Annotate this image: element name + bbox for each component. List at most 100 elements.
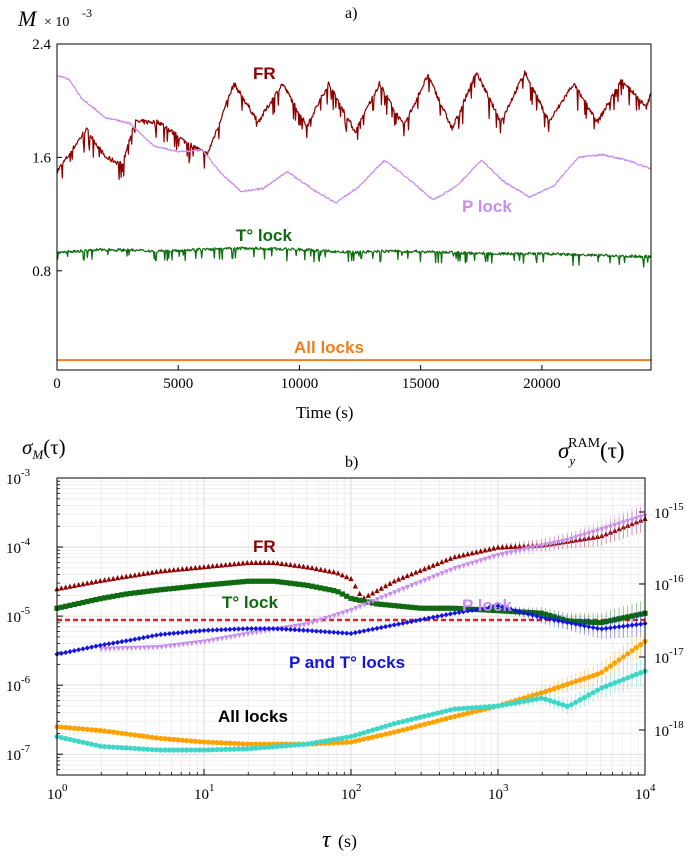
marker-fr: [408, 571, 415, 577]
marker-all-locks: [248, 741, 255, 747]
marker-fr: [214, 562, 220, 569]
marker-fr: [80, 581, 86, 587]
marker-all-locks-ram: [300, 741, 307, 747]
marker-t-lock: [486, 607, 492, 613]
marker-all-locks: [408, 725, 415, 731]
marker-p-lock: [184, 641, 191, 647]
marker-all-locks-ram: [114, 744, 121, 750]
y-axis-label-exponent: -3: [82, 6, 92, 20]
marker-all-locks-ram: [538, 695, 544, 701]
marker-p-lock: [172, 643, 178, 649]
marker-t-lock: [322, 586, 328, 592]
marker-p-and-t-locks: [413, 618, 419, 624]
marker-all-locks-ram: [581, 694, 588, 701]
marker-t-lock: [331, 587, 337, 594]
marker-fr: [76, 581, 82, 588]
panel-a-label: a): [345, 5, 357, 22]
marker-p-lock: [245, 631, 251, 637]
marker-p-and-t-locks: [270, 625, 276, 632]
marker-p-lock: [487, 555, 493, 561]
marker-t-lock: [491, 607, 497, 614]
marker-fr: [88, 579, 95, 585]
marker-all-locks: [80, 726, 86, 732]
y-tick-label: 1.6: [32, 150, 51, 166]
marker-p-lock: [98, 646, 104, 652]
marker-all-locks-ram: [123, 745, 129, 751]
marker-p-lock: [353, 606, 359, 612]
marker-all-locks: [71, 725, 77, 731]
marker-p-and-t-locks: [283, 626, 289, 632]
marker-p-lock: [430, 574, 437, 580]
marker-all-locks: [119, 730, 125, 736]
marker-all-locks: [63, 724, 69, 731]
x-axis-label: Time (s): [296, 403, 353, 422]
marker-p-lock: [538, 543, 545, 549]
marker-p-lock: [120, 646, 126, 652]
marker-all-locks-ram: [434, 710, 441, 716]
marker-all-locks-ram: [599, 685, 605, 691]
marker-p-lock: [370, 598, 376, 605]
marker-all-locks-ram: [603, 683, 609, 689]
marker-all-locks-ram: [413, 715, 419, 721]
marker-t-lock: [201, 582, 207, 588]
marker-fr: [395, 576, 402, 582]
marker-p-lock: [435, 572, 441, 579]
marker-all-locks: [361, 736, 367, 742]
marker-t-lock: [205, 582, 211, 588]
marker-t-lock: [114, 592, 121, 599]
marker-all-locks-ram: [292, 742, 298, 748]
marker-all-locks: [465, 710, 471, 716]
marker-p-and-t-locks: [612, 624, 618, 630]
marker-p-and-t-locks: [231, 626, 237, 632]
marker-all-locks-ram: [590, 689, 596, 696]
marker-p-and-t-locks: [145, 634, 151, 640]
marker-p-and-t-locks: [577, 622, 583, 628]
marker-t-lock: [67, 602, 73, 608]
series-p-lock: [98, 503, 648, 652]
marker-p-lock: [594, 528, 601, 534]
marker-t-lock: [421, 605, 428, 611]
marker-fr: [97, 577, 103, 584]
marker-t-lock: [413, 605, 419, 611]
marker-fr: [71, 582, 77, 588]
marker-fr: [426, 564, 432, 570]
marker-p-and-t-locks: [149, 633, 155, 639]
y-tick-label-right: 10-15: [654, 501, 684, 522]
marker-p-and-t-locks: [313, 628, 320, 634]
marker-fr: [127, 572, 134, 579]
marker-fr: [197, 564, 203, 570]
marker-all-locks: [223, 740, 229, 746]
marker-all-locks-ram: [175, 747, 181, 753]
y-tick-label-left: 10-3: [6, 467, 31, 488]
x-tick-label: 15000: [402, 376, 440, 392]
marker-all-locks: [573, 678, 579, 684]
marker-all-locks-ram: [594, 687, 601, 693]
marker-p-lock: [107, 646, 113, 652]
marker-t-lock: [395, 603, 402, 609]
marker-p-and-t-locks: [629, 622, 635, 628]
marker-p-and-t-locks: [93, 643, 99, 649]
marker-p-and-t-locks: [179, 629, 185, 636]
marker-p-lock: [305, 621, 311, 627]
marker-all-locks: [586, 674, 592, 680]
marker-all-locks: [145, 734, 151, 740]
marker-p-and-t-locks: [529, 612, 536, 618]
marker-all-locks-ram: [287, 742, 294, 749]
marker-p-lock: [590, 529, 596, 536]
marker-t-lock: [439, 605, 445, 611]
marker-p-lock: [491, 554, 497, 560]
marker-all-locks: [76, 726, 82, 732]
marker-all-locks-ram: [231, 746, 237, 752]
marker-p-lock: [202, 639, 208, 645]
marker-all-locks-ram: [508, 701, 514, 707]
marker-t-lock: [344, 593, 350, 599]
marker-all-locks-ram: [93, 742, 99, 748]
marker-t-lock: [400, 603, 406, 610]
marker-p-lock: [327, 614, 333, 620]
y-tick-labels-right: 10-15 10-16 10-17 10-18: [639, 501, 684, 740]
marker-all-locks-ram: [352, 732, 358, 738]
marker-all-locks: [395, 728, 402, 734]
marker-all-locks: [594, 671, 601, 677]
marker-p-and-t-locks: [132, 636, 138, 642]
marker-all-locks-ram: [638, 670, 644, 676]
